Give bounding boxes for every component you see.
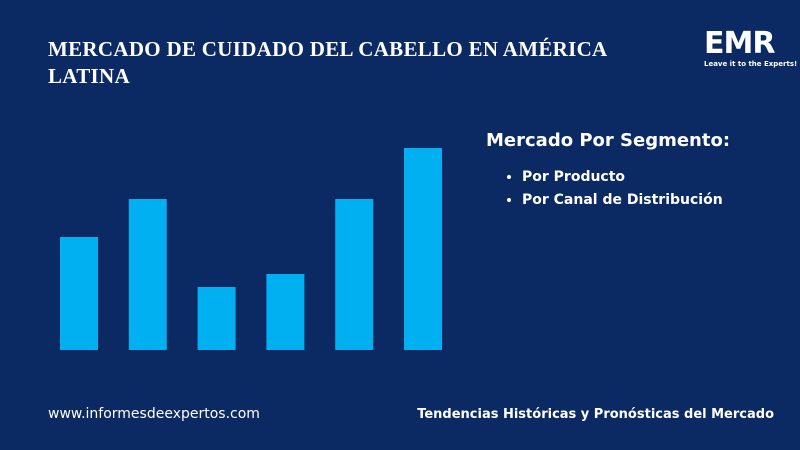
segment-item: Por Producto	[522, 166, 723, 189]
logo-tagline: Leave it to the Experts!	[704, 60, 798, 68]
caption: Tendencias Históricas y Pronósticas del …	[417, 407, 774, 422]
bar	[60, 237, 98, 350]
title: MERCADO DE CUIDADO DEL CABELLO EN AMÉRIC…	[48, 37, 607, 88]
bar	[197, 287, 236, 350]
logo: EMR	[704, 26, 775, 61]
chart	[60, 148, 442, 350]
segment-heading: Mercado Por Segmento:	[486, 130, 731, 151]
segment-item: Por Canal de Distribución	[522, 189, 723, 212]
website: www.informesdeexpertos.com	[48, 406, 260, 422]
bar	[266, 274, 305, 350]
bar	[335, 199, 374, 350]
bar	[404, 148, 442, 350]
bar	[128, 199, 167, 350]
segment-list: Por Producto Por Canal de Distribución	[486, 166, 723, 212]
